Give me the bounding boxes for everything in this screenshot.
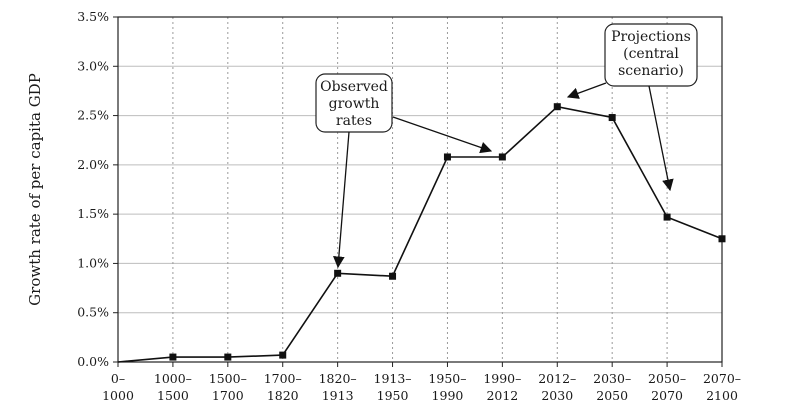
- series-line: [117, 105, 723, 363]
- x-tick-label: 2012– 2030: [538, 371, 576, 403]
- data-point-marker: [498, 153, 506, 161]
- x-tick-label: 1950– 1990: [428, 371, 466, 403]
- annotation-box: [604, 23, 698, 87]
- x-tick-label: 2050– 2070: [648, 371, 686, 403]
- x-tick-label: 0– 1000: [102, 371, 134, 403]
- x-tick-label: 2070– 2100: [703, 371, 741, 403]
- y-tick-label: 1.5%: [77, 206, 109, 221]
- annotation-box: [315, 73, 393, 133]
- y-tick-label: 0.5%: [77, 305, 109, 320]
- data-point-marker: [718, 235, 726, 243]
- y-tick-label: 2.0%: [77, 157, 109, 172]
- y-tick-label: 0.0%: [77, 354, 109, 369]
- data-point-marker: [608, 114, 616, 122]
- data-point-marker: [334, 269, 342, 277]
- data-point-marker: [553, 103, 561, 111]
- y-tick-label: 1.0%: [77, 255, 109, 270]
- annotation-arrow: [333, 131, 350, 269]
- x-tick-label: 1820– 1913: [319, 371, 357, 403]
- annotation-arrow: [648, 85, 674, 192]
- x-tick-label: 2030– 2050: [593, 371, 631, 403]
- x-axis-ticks: 0– 1000 1000– 1500 1500– 1700 1700– 1820 1820– 19…: [102, 362, 741, 403]
- annotation-arrow: [392, 116, 493, 154]
- x-tick-label: 1990– 2012: [483, 371, 521, 403]
- data-point-marker: [663, 213, 671, 221]
- plot-frame: [117, 16, 723, 363]
- x-tick-label: 1000– 1500: [154, 371, 192, 403]
- annotations: Observed growth rates Projections (central sc…: [315, 23, 698, 269]
- data-point-marker: [224, 353, 232, 361]
- y-tick-label: 2.5%: [77, 108, 109, 123]
- data-markers: [169, 103, 726, 361]
- annotation-arrow: [566, 82, 607, 99]
- data-point-marker: [169, 353, 177, 361]
- y-tick-label: 3.5%: [77, 9, 109, 24]
- x-tick-label: 1500– 1700: [209, 371, 247, 403]
- y-tick-label: 3.0%: [77, 58, 109, 73]
- x-tick-label: 1700– 1820: [264, 371, 302, 403]
- data-point-marker: [279, 351, 287, 359]
- x-tick-label: 1913– 1950: [374, 371, 412, 403]
- data-point-marker: [443, 153, 451, 161]
- y-axis-title: Growth rate of per capita GDP: [26, 73, 44, 306]
- annotation-text: Observed growth rates: [320, 79, 388, 129]
- y-axis-ticks: 0.0% 0.5% 1.0% 1.5% 2.0% 2.5% 3.0% 3.5%: [77, 9, 118, 369]
- annotation-text: Projections (central scenario): [611, 29, 691, 79]
- grid: [118, 17, 722, 362]
- data-point-marker: [389, 272, 397, 280]
